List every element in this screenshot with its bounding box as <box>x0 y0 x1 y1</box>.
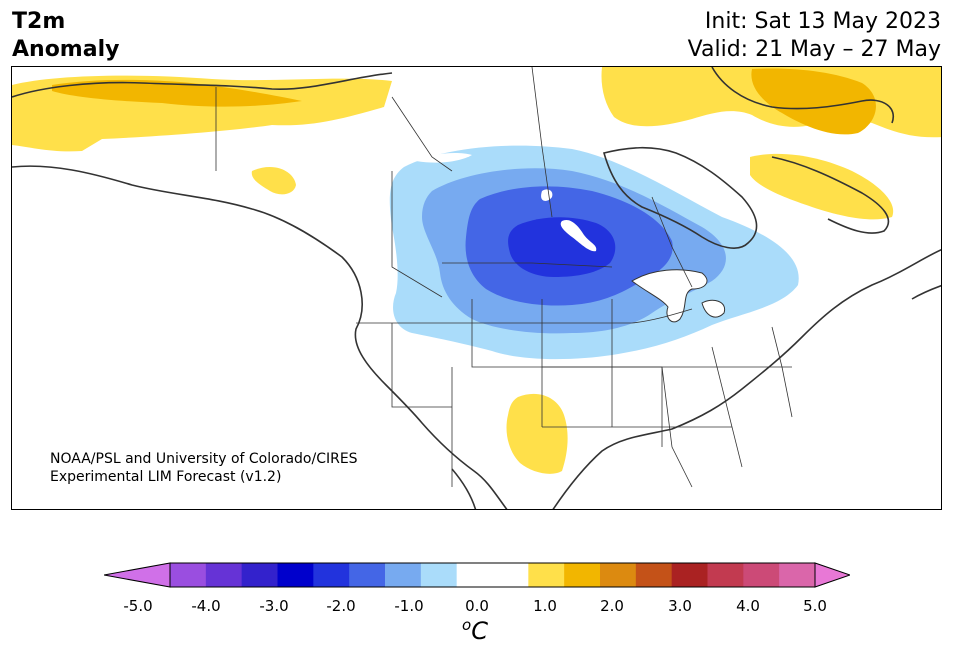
colorbar-tick: -3.0 <box>259 597 289 615</box>
colorbar-segment <box>635 563 673 587</box>
title-variable-line1: T2m <box>12 9 66 34</box>
map-credit: NOAA/PSL and University of Colorado/CIRE… <box>50 450 358 486</box>
warm-region-mexico <box>506 393 568 474</box>
valid-range: Valid: 21 May – 27 May <box>687 37 941 62</box>
unit-letter: C <box>471 617 488 645</box>
credit-line2: Experimental LIM Forecast (v1.2) <box>50 469 282 485</box>
warm-core-alaska <box>52 79 302 107</box>
colorbar-ticks: -5.0 -4.0 -3.0 -2.0 -1.0 0.0 1.0 2.0 3.0… <box>0 597 953 617</box>
colorbar-segment <box>420 563 458 587</box>
colorbar-segment <box>170 563 207 587</box>
colorbar-segment <box>707 563 744 587</box>
colorbar-segment <box>349 563 386 587</box>
colorbar-tick: -1.0 <box>394 597 424 615</box>
anomaly-map: NOAA/PSL and University of Colorado/CIRE… <box>11 66 942 510</box>
colorbar-frame <box>169 562 816 588</box>
map-title: T2m Anomaly <box>12 8 119 64</box>
title-variable-line2: Anomaly <box>12 37 120 62</box>
colorbar-segment <box>205 563 243 587</box>
cool-level-4 <box>508 217 616 277</box>
colorbar-right-arrow <box>814 562 850 588</box>
political-boundaries <box>215 67 793 488</box>
init-date: Init: Sat 13 May 2023 <box>704 9 941 34</box>
coastlines <box>12 67 941 509</box>
lake-athabasca <box>416 153 472 163</box>
colorbar-segment <box>528 563 565 587</box>
colorbar-segment <box>671 563 708 587</box>
colorbar-tick: 3.0 <box>668 597 692 615</box>
colorbar-tick: -4.0 <box>191 597 221 615</box>
unit-degree-symbol: o <box>462 616 472 634</box>
credit-line1: NOAA/PSL and University of Colorado/CIRE… <box>50 451 358 467</box>
colorbar-tick: 2.0 <box>600 597 624 615</box>
forecast-dates: Init: Sat 13 May 2023 Valid: 21 May – 27… <box>688 8 941 64</box>
colorbar-tick: -2.0 <box>326 597 356 615</box>
colorbar-segment <box>743 563 780 587</box>
warm-region-quebec <box>750 153 894 220</box>
colorbar <box>104 562 850 588</box>
lake-winnipeg <box>560 219 597 252</box>
colorbar-tick: 0.0 <box>465 597 489 615</box>
colorbar-segment <box>600 563 637 587</box>
colorbar-segment <box>277 563 314 587</box>
colorbar-tick: 5.0 <box>803 597 827 615</box>
colorbar-tick: 4.0 <box>736 597 760 615</box>
colorbar-segment <box>241 563 278 587</box>
great-lakes <box>631 269 726 323</box>
colorbar-segment <box>456 563 493 587</box>
map-canvas <box>12 67 941 509</box>
colorbar-tick: 1.0 <box>533 597 557 615</box>
colorbar-segments <box>170 563 816 587</box>
colorbar-segment <box>564 563 601 587</box>
colorbar-segment <box>385 563 422 587</box>
colorbar-unit: oC <box>462 616 488 645</box>
warm-core-baffin <box>751 68 876 135</box>
colorbar-tick: -5.0 <box>123 597 153 615</box>
warm-region-yukon <box>251 166 296 195</box>
colorbar-left-arrow <box>104 562 171 588</box>
colorbar-segment <box>779 563 816 587</box>
colorbar-segment <box>313 563 350 587</box>
colorbar-segment <box>492 563 529 587</box>
